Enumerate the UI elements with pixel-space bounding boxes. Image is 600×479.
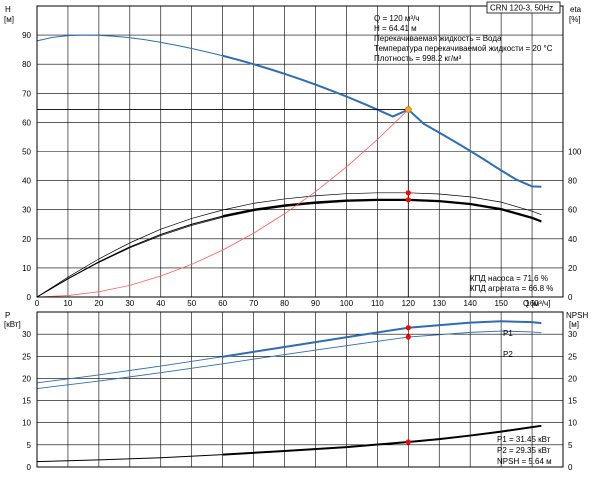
- x-tick-label: 30: [125, 299, 134, 308]
- h-tick-label: 60: [22, 118, 31, 127]
- q-axis-label: Q [м³/ч]: [523, 299, 550, 308]
- h-tick-label: 40: [22, 177, 31, 186]
- bottom-plot-frame: [36, 311, 564, 468]
- npsh-tick-label: 30: [568, 330, 577, 339]
- info-bottom: P1 = 31.45 кВт P2 = 29.35 кВт NPSH = 5.6…: [497, 435, 552, 466]
- p-axis-unit: [кВт]: [4, 320, 21, 329]
- p1-curve: [222, 320, 542, 358]
- npsh-curve-light: [36, 454, 223, 463]
- eta-tick-label: 80: [568, 177, 577, 186]
- x-tick-label: 20: [94, 299, 103, 308]
- h-tick-label: 0: [27, 293, 32, 302]
- head-curve-light: [36, 34, 223, 57]
- eta-axis-label: eta: [570, 5, 582, 14]
- npsh-tick-label: 10: [568, 419, 577, 428]
- bottom-grid: [36, 312, 563, 468]
- eta-tick-label: 60: [568, 206, 577, 215]
- h-axis-unit: [м]: [4, 15, 14, 24]
- npsh-axis-unit: [м]: [569, 320, 579, 329]
- eta_pump_band_lower-curve: [36, 200, 542, 298]
- efficiency-point-marker: [405, 190, 411, 196]
- tick-labels: 0 10 20 30 40 50 60 70 80 90 100 110 120 130 140 150 160…: [22, 31, 582, 472]
- info-bottom-line: P1 = 31.45 кВт: [497, 435, 551, 444]
- h-tick-label: 20: [22, 235, 31, 244]
- x-tick-label: 60: [218, 299, 227, 308]
- p2-series-label: P2: [503, 350, 513, 359]
- npsh-tick-label: 20: [568, 374, 577, 383]
- bottom-point-marker: [405, 439, 411, 445]
- npsh-tick-label: 0: [568, 463, 573, 472]
- p-tick-label: 15: [22, 397, 31, 406]
- pump-model: CRN 120-3, 50Hz: [490, 4, 553, 13]
- p-axis-label: P: [5, 311, 10, 320]
- info-efficiency: КПД насоса = 71.6 % КПД агрегата = 66.8 …: [470, 274, 553, 293]
- info-top-line: Плотность = 998.2 кг/м³: [374, 54, 462, 63]
- x-tick-label: 80: [280, 299, 289, 308]
- bottom-point-marker: [405, 325, 411, 331]
- h-tick-label: 30: [22, 206, 31, 215]
- h-tick-label: 70: [22, 89, 31, 98]
- bottom-point-marker: [405, 334, 411, 340]
- duty-point-marker: [404, 106, 412, 113]
- npsh-tick-label: 15: [568, 397, 577, 406]
- h-tick-label: 80: [22, 60, 31, 69]
- h-tick-label: 10: [22, 264, 31, 273]
- eta-axis-unit: [%]: [569, 15, 581, 24]
- eta-tick-label: 40: [568, 235, 577, 244]
- p-tick-label: 25: [22, 352, 31, 361]
- x-tick-label: 110: [371, 299, 384, 308]
- head-curve: [222, 54, 542, 188]
- h-axis-label: H: [5, 5, 11, 14]
- x-tick-label: 160: [525, 299, 539, 308]
- x-tick-label: 0: [35, 299, 40, 308]
- top-series: [36, 34, 542, 298]
- x-tick-label: 120: [402, 299, 416, 308]
- model-box: [486, 1, 561, 14]
- h-tick-label: 50: [22, 148, 31, 157]
- info-bottom-line: P2 = 29.35 кВт: [497, 446, 551, 455]
- x-tick-label: 150: [494, 299, 508, 308]
- info-top-line: Перекачиваемая жидкость = Вода: [374, 34, 502, 43]
- info-bottom-line: NPSH = 5.64 м: [497, 457, 552, 466]
- p-tick-label: 10: [22, 419, 31, 428]
- p-tick-label: 0: [27, 463, 32, 472]
- info-top-line: Температура перекачиваемой жидкости = 20…: [374, 44, 553, 53]
- bottom-series: [36, 320, 542, 463]
- eta-tick-label: 0: [568, 293, 573, 302]
- x-tick-label: 140: [463, 299, 477, 308]
- h-tick-label: 90: [22, 31, 31, 40]
- eta-tick-label: 20: [568, 264, 577, 273]
- npsh-curve: [222, 424, 542, 456]
- x-tick-label: 10: [63, 299, 72, 308]
- p-tick-label: 5: [27, 441, 32, 450]
- x-tick-label: 40: [156, 299, 165, 308]
- x-tick-label: 130: [433, 299, 447, 308]
- x-tick-label: 50: [187, 299, 196, 308]
- x-tick-label: 90: [311, 299, 320, 308]
- top-plot-frame: [36, 5, 564, 298]
- npsh-axis-label: NPSH: [566, 311, 588, 320]
- npsh-tick-label: 5: [568, 441, 573, 450]
- system-curve: [36, 109, 409, 298]
- p-tick-label: 20: [22, 374, 31, 383]
- eta_pump_band_upper-curve: [36, 192, 542, 298]
- info-top-line: H = 64.41 м: [374, 24, 417, 33]
- info-eff-line: КПД агрегата = 66.8 %: [470, 284, 553, 293]
- npsh-tick-label: 25: [568, 352, 577, 361]
- p2-curve: [36, 330, 542, 390]
- info-top-line: Q = 120 м³/ч: [374, 14, 419, 23]
- eta_unit-curve: [222, 198, 542, 223]
- info-eff-line: КПД насоса = 71.6 %: [470, 274, 548, 283]
- efficiency-point-marker: [405, 197, 411, 203]
- x-tick-label: 100: [340, 299, 354, 308]
- p1-curve-light: [36, 356, 223, 384]
- x-tick-label: 70: [249, 299, 258, 308]
- eta-tick-label: 100: [568, 148, 582, 157]
- p1-series-label: P1: [503, 329, 513, 338]
- p-tick-label: 30: [22, 330, 31, 339]
- info-top: Q = 120 м³/ч H = 64.41 м Перекачиваемая …: [374, 14, 553, 63]
